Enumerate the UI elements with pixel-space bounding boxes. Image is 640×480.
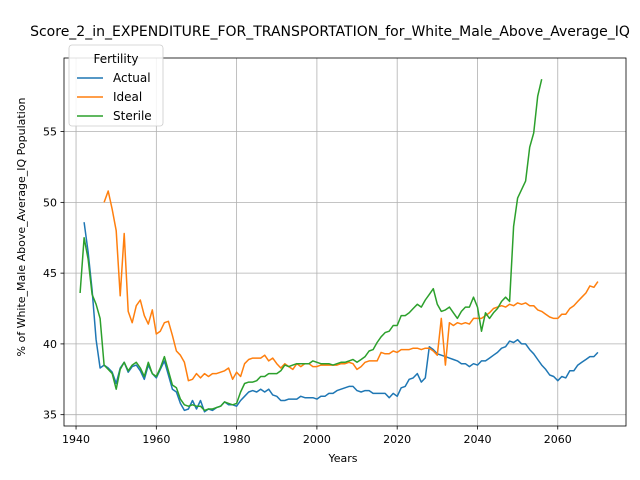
y-tick-label: 55 <box>43 126 57 139</box>
x-tick-label: 2000 <box>303 433 331 446</box>
legend-entries: Actual Ideal Sterile <box>77 71 152 123</box>
y-tick-label: 50 <box>43 196 57 209</box>
x-tick-label: 1960 <box>142 433 170 446</box>
y-tick-label: 45 <box>43 267 57 280</box>
x-tick-label: 2060 <box>544 433 572 446</box>
series-line-actual <box>83 222 599 413</box>
y-tick-label: 40 <box>43 338 57 351</box>
y-axis-label: % of White_Male Above_Average_IQ Populat… <box>15 97 28 356</box>
legend-label-ideal: Ideal <box>113 90 142 104</box>
x-axis-label: Years <box>327 452 357 465</box>
axis-ticks: 1940 1960 1980 2000 2020 2040 2060 35 40 45 50 55 <box>43 126 572 446</box>
x-tick-label: 1980 <box>223 433 251 446</box>
x-tick-label: 2020 <box>383 433 411 446</box>
series-line-sterile <box>79 79 543 412</box>
y-tick-label: 35 <box>43 409 57 422</box>
plot-area-frame <box>63 57 627 427</box>
x-tick-label: 2040 <box>463 433 491 446</box>
legend-box <box>68 44 164 127</box>
x-tick-label: 1940 <box>62 433 90 446</box>
gridlines <box>64 58 626 426</box>
series-lines <box>79 79 599 413</box>
chart-title: Score_2_in_EXPENDITURE_FOR_TRANSPORTATIO… <box>30 24 630 40</box>
legend-title: Fertility <box>93 52 138 66</box>
legend: Fertility Actual Ideal Sterile <box>68 44 164 127</box>
legend-label-actual: Actual <box>113 71 151 85</box>
legend-label-sterile: Sterile <box>113 109 152 123</box>
series-line-ideal <box>103 190 599 382</box>
